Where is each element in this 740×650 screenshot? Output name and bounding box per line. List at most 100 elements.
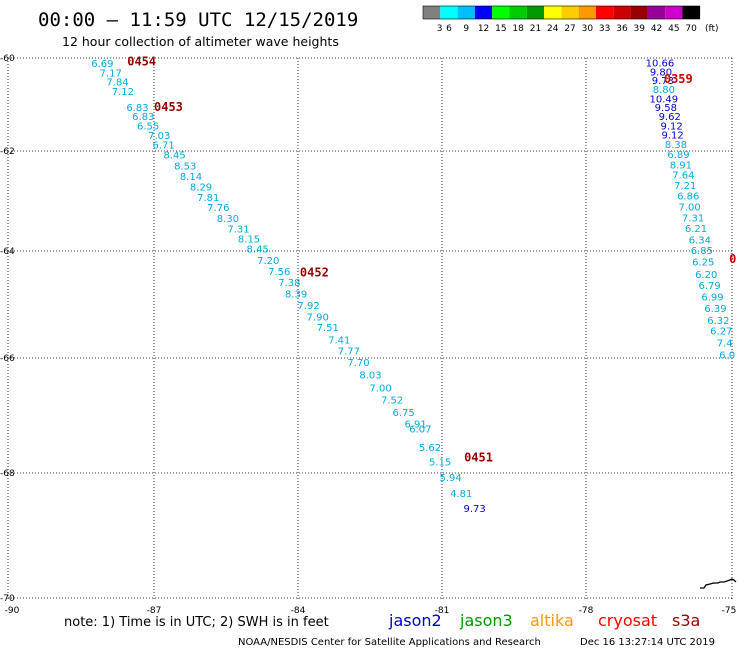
swh-point: 5.62 — [419, 443, 441, 454]
legend-label: 9 — [463, 24, 469, 34]
swh-point: 6.07 — [409, 425, 431, 436]
swh-point: 9.73 — [464, 504, 486, 515]
pass-time-label: 0454 — [127, 55, 156, 69]
swh-point: 6.71 — [152, 140, 174, 151]
axis-tick-labels: -60 -62 -64 -66 -68 -70 -90 -87 -84 -81 -78 -75 — [0, 54, 736, 616]
swh-point: 7.38 — [278, 278, 300, 289]
swh-point: 8.80 — [653, 85, 675, 96]
lat-tick-label: -64 — [0, 247, 15, 257]
swh-point: 6.69 — [91, 59, 113, 70]
swh-point: 7.21 — [674, 181, 696, 192]
lon-tick-label: -87 — [147, 606, 162, 616]
legend-label: 12 — [478, 24, 489, 34]
lon-tick-label: -75 — [722, 606, 737, 616]
chart-title: 00:00 – 11:59 UTC 12/15/2019 — [38, 9, 358, 31]
swh-color-legend: 3 6 9 12 15 18 21 24 27 30 33 36 39 42 45 70 (ft) — [422, 5, 719, 34]
swh-point: 6.89 — [667, 150, 689, 161]
pass-time-label: 0453 — [154, 100, 183, 114]
pass-time-label: 0 — [729, 252, 736, 266]
legend-swatch — [457, 6, 475, 19]
legend-unit: (ft) — [705, 24, 719, 34]
swh-point: 7.70 — [347, 358, 369, 369]
satellite-legend-item: cryosat — [598, 611, 657, 630]
legend-swatch — [561, 6, 579, 19]
swh-point: 6.83 — [132, 112, 154, 123]
swh-point: 6.0 — [719, 350, 735, 361]
lat-tick-label: -62 — [0, 147, 15, 157]
swh-point: 7.76 — [207, 203, 229, 214]
pass-time-label: 0452 — [300, 265, 329, 279]
lon-tick-label: -78 — [579, 606, 594, 616]
swh-point: 9.73 — [652, 76, 674, 87]
swh-point: 6.27 — [710, 327, 732, 338]
legend-swatch — [665, 6, 683, 19]
legend-label: 45 — [668, 24, 679, 34]
swh-point: 8.14 — [180, 172, 202, 183]
lat-lon-grid — [7, 57, 733, 600]
legend-swatch — [682, 6, 700, 19]
swh-point: 9.62 — [659, 112, 681, 123]
swh-point: 7.03 — [148, 131, 170, 142]
swh-point: 6.85 — [691, 246, 713, 257]
legend-label: 70 — [685, 24, 697, 34]
lat-tick-label: -66 — [0, 354, 15, 364]
swh-point: 7.20 — [257, 256, 279, 267]
swh-point: 8.29 — [190, 183, 212, 194]
legend-label: 18 — [512, 24, 524, 34]
swh-point: 8.15 — [238, 235, 260, 246]
lon-tick-label: -81 — [435, 606, 450, 616]
swh-point: 6.86 — [677, 192, 699, 203]
satellite-legend-item: s3a — [672, 611, 700, 630]
legend-swatch — [509, 6, 527, 19]
legend-swatch — [440, 6, 458, 19]
swh-point: 7.31 — [227, 225, 249, 236]
swh-point: 7.31 — [682, 214, 704, 225]
swh-point: 7.56 — [268, 267, 290, 278]
swh-point: 6.99 — [701, 292, 723, 303]
legend-label: 42 — [651, 24, 662, 34]
legend-swatch — [526, 6, 545, 19]
swh-point: 6.32 — [707, 316, 729, 327]
swh-point: 8.91 — [670, 161, 692, 172]
legend-swatch — [423, 6, 441, 19]
swh-point: 9.58 — [655, 103, 677, 114]
legend-swatch — [578, 6, 596, 19]
swh-point: 8.38 — [665, 140, 687, 151]
swh-point: 7.00 — [369, 383, 391, 394]
legend-label: 36 — [616, 24, 628, 34]
swh-point: 4.81 — [450, 489, 472, 500]
footer-credit: NOAA/NESDIS Center for Satellite Applica… — [238, 637, 541, 648]
swh-point: 7.64 — [672, 171, 694, 182]
swh-point: 6.75 — [392, 408, 414, 419]
legend-label: 30 — [582, 24, 594, 34]
satellite-legend-item: altika — [530, 611, 574, 630]
swh-point: 7.41 — [328, 335, 350, 346]
swh-point: 9.12 — [661, 131, 683, 142]
swh-point: 8.03 — [359, 371, 381, 382]
legend-label: 6 — [446, 24, 452, 34]
swh-point: 7.77 — [338, 347, 360, 358]
swh-point: 5.94 — [440, 473, 462, 484]
swh-point: 8.39 — [285, 289, 307, 300]
legend-label: 39 — [634, 24, 646, 34]
lat-tick-label: -60 — [0, 54, 15, 64]
swh-point: 9.12 — [661, 121, 683, 132]
chart-subtitle: 12 hour collection of altimeter wave hei… — [62, 34, 339, 49]
lon-tick-label: -90 — [5, 606, 20, 616]
swh-point: 7.90 — [307, 312, 329, 323]
pass-time-label: 0451 — [464, 450, 493, 464]
legend-label: 21 — [530, 24, 541, 34]
legend-swatch — [630, 6, 648, 19]
legend-swatch — [474, 6, 493, 19]
legend-frame — [422, 5, 701, 20]
swh-point: 9.80 — [650, 67, 672, 78]
pass-time-labels: 0454 0453 0452 0451 0359 0 — [127, 55, 736, 465]
swh-point: 7.17 — [100, 68, 122, 79]
swh-point: 8.45 — [247, 245, 269, 256]
footer-note: note: 1) Time is in UTC; 2) SWH is in fe… — [64, 615, 329, 630]
swh-data-points: 6.697.177.847.126.836.836.557.036.718.45… — [91, 59, 735, 515]
legend-label: 24 — [547, 24, 559, 34]
swh-point: 7.51 — [317, 323, 339, 334]
swh-point: 6.91 — [404, 420, 426, 431]
